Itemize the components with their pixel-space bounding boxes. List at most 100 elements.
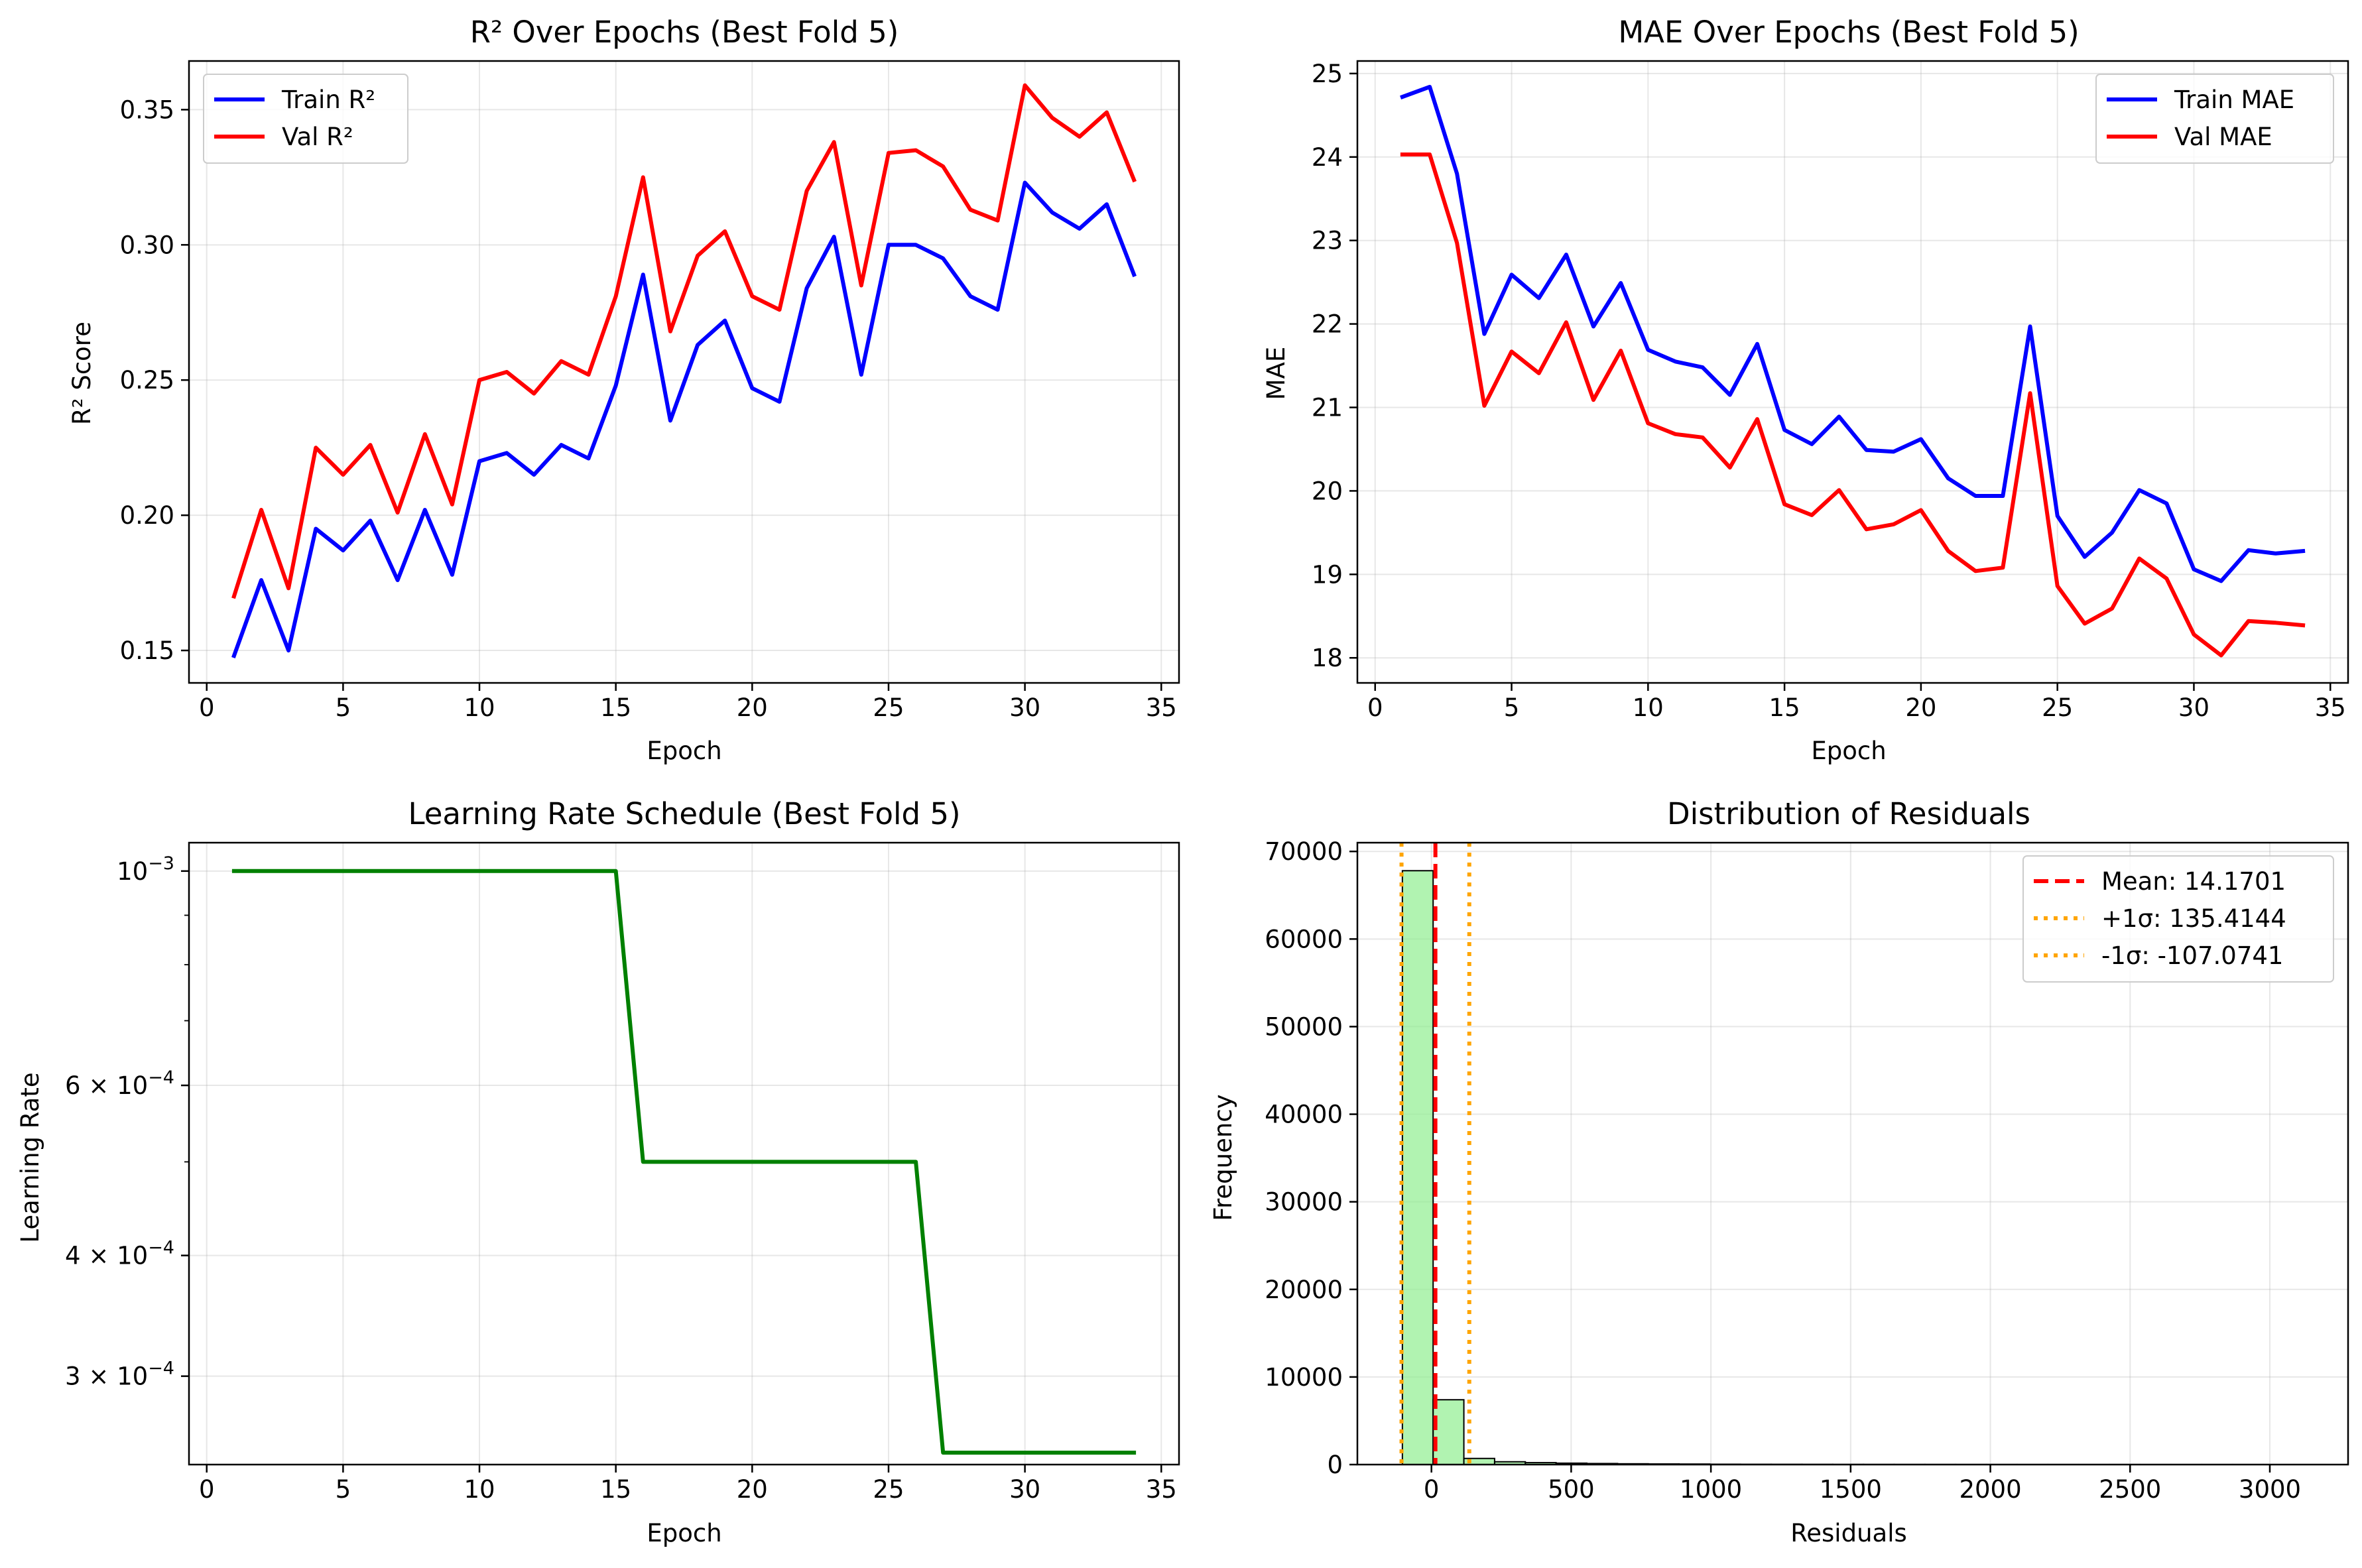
panel-title: Distribution of Residuals — [1667, 796, 2030, 831]
y-tick-label: 0.30 — [120, 231, 174, 259]
x-tick-label: 30 — [1009, 694, 1040, 722]
y-tick-label-exponent: −4 — [148, 1238, 174, 1258]
y-tick-label-base: 10 — [117, 857, 148, 886]
y-tick-label-base: 4 × 10 — [65, 1242, 148, 1270]
y-tick-label: 0 — [1327, 1451, 1343, 1479]
x-tick-label: 2500 — [2099, 1475, 2161, 1504]
series-line-1 — [231, 83, 1137, 599]
y-tick-label: 10−3 — [117, 853, 174, 886]
y-tick-label-base: 6 × 10 — [65, 1071, 148, 1100]
legend-label: Train MAE — [2174, 86, 2294, 114]
x-tick-label: 5 — [336, 694, 351, 722]
x-tick-label: 25 — [873, 1475, 904, 1504]
panel-title: MAE Over Epochs (Best Fold 5) — [1618, 15, 2079, 50]
x-tick-label: 25 — [2042, 694, 2073, 722]
y-tick-label: 6 × 10−4 — [65, 1067, 174, 1100]
y-tick-label-exponent: −4 — [148, 1358, 174, 1379]
y-tick-label: 0.25 — [120, 366, 174, 394]
legend-label: Mean: 14.1701 — [2101, 867, 2286, 896]
y-axis-label: MAE — [1262, 347, 1290, 400]
x-tick-label: 500 — [1548, 1475, 1595, 1504]
x-tick-label: 25 — [873, 694, 904, 722]
x-tick-label: 3000 — [2239, 1475, 2301, 1504]
y-axis-label: Learning Rate — [16, 1072, 44, 1242]
y-tick-label: 60000 — [1265, 925, 1343, 953]
plot-frame — [1356, 60, 2349, 684]
x-axis-label: Epoch — [647, 1519, 721, 1547]
y-tick-label: 23 — [1312, 227, 1343, 255]
panel-residuals: Distribution of Residuals Residuals Freq… — [1209, 796, 2349, 1547]
y-tick-label: 30000 — [1265, 1188, 1343, 1217]
x-tick-label: 5 — [336, 1475, 351, 1504]
x-tick-label: 2000 — [1959, 1475, 2021, 1504]
x-tick-label: 0 — [199, 694, 215, 722]
x-tick-label: 0 — [1424, 1475, 1440, 1504]
x-axis-label: Epoch — [647, 737, 721, 765]
y-tick-label: 18 — [1312, 644, 1343, 672]
x-tick-label: 20 — [1905, 694, 1936, 722]
legend-box — [203, 74, 408, 164]
legend-label: Val R² — [282, 123, 353, 151]
series-line-1 — [1400, 152, 2306, 658]
y-tick-label: 10000 — [1265, 1363, 1343, 1392]
panel-r2: R² Over Epochs (Best Fold 5) Epoch R² Sc… — [68, 15, 1180, 765]
x-tick-label: 20 — [737, 694, 768, 722]
y-tick-label: 0.15 — [120, 636, 174, 665]
x-tick-label: 0 — [1367, 694, 1383, 722]
legend-label: -1σ: -107.0741 — [2101, 941, 2283, 970]
legend-label: Train R² — [281, 86, 375, 114]
panel-learning-rate: Learning Rate Schedule (Best Fold 5) Epo… — [16, 796, 1180, 1547]
x-tick-label: 10 — [464, 694, 495, 722]
panel-title: R² Over Epochs (Best Fold 5) — [470, 15, 899, 50]
y-tick-label: 20000 — [1265, 1276, 1343, 1304]
legend-box — [2095, 74, 2334, 164]
x-tick-label: 30 — [1009, 1475, 1040, 1504]
y-tick-label: 50000 — [1265, 1012, 1343, 1041]
y-tick-label: 3 × 10−4 — [65, 1358, 174, 1391]
x-tick-label: 5 — [1504, 694, 1520, 722]
x-tick-label: 20 — [737, 1475, 768, 1504]
series-line-0 — [231, 869, 1137, 1455]
y-axis-label: Frequency — [1209, 1094, 1237, 1221]
plot-frame — [188, 841, 1180, 1466]
x-tick-label: 10 — [1633, 694, 1664, 722]
y-tick-label: 40000 — [1265, 1101, 1343, 1129]
legend-label: +1σ: 135.4144 — [2101, 904, 2286, 933]
series-line-0 — [1400, 85, 2306, 583]
y-tick-label: 70000 — [1265, 837, 1343, 866]
y-tick-label-exponent: −4 — [148, 1067, 174, 1088]
x-tick-label: 10 — [464, 1475, 495, 1504]
y-tick-label: 21 — [1312, 394, 1343, 422]
panel-title: Learning Rate Schedule (Best Fold 5) — [408, 796, 960, 831]
series-line-0 — [231, 180, 1137, 659]
x-tick-label: 15 — [1769, 694, 1800, 722]
y-tick-label: 24 — [1312, 143, 1343, 172]
y-tick-label: 20 — [1312, 477, 1343, 505]
legend-label: Val MAE — [2174, 123, 2272, 151]
y-tick-label-exponent: −3 — [148, 853, 174, 874]
y-tick-label: 0.35 — [120, 95, 174, 124]
x-tick-label: 15 — [600, 694, 631, 722]
y-tick-label: 19 — [1312, 560, 1343, 589]
y-tick-label: 22 — [1312, 310, 1343, 339]
x-tick-label: 35 — [1146, 694, 1177, 722]
plot-frame — [188, 60, 1180, 684]
x-tick-label: 1500 — [1820, 1475, 1882, 1504]
legend-box — [2022, 855, 2334, 983]
histogram-bar — [1432, 1399, 1465, 1465]
y-tick-label-base: 3 × 10 — [65, 1362, 148, 1391]
x-tick-label: 35 — [1146, 1475, 1177, 1504]
y-tick-label: 4 × 10−4 — [65, 1238, 174, 1270]
x-tick-label: 15 — [600, 1475, 631, 1504]
x-tick-label: 30 — [2178, 694, 2209, 722]
x-tick-label: 35 — [2315, 694, 2346, 722]
x-tick-label: 1000 — [1680, 1475, 1742, 1504]
x-tick-label: 0 — [199, 1475, 215, 1504]
plot-frame — [1356, 841, 2349, 1466]
x-axis-label: Epoch — [1811, 737, 1886, 765]
x-axis-label: Residuals — [1790, 1519, 1907, 1547]
histogram-bar — [1401, 870, 1434, 1465]
y-axis-label: R² Score — [68, 322, 96, 425]
y-tick-label: 25 — [1312, 60, 1343, 88]
